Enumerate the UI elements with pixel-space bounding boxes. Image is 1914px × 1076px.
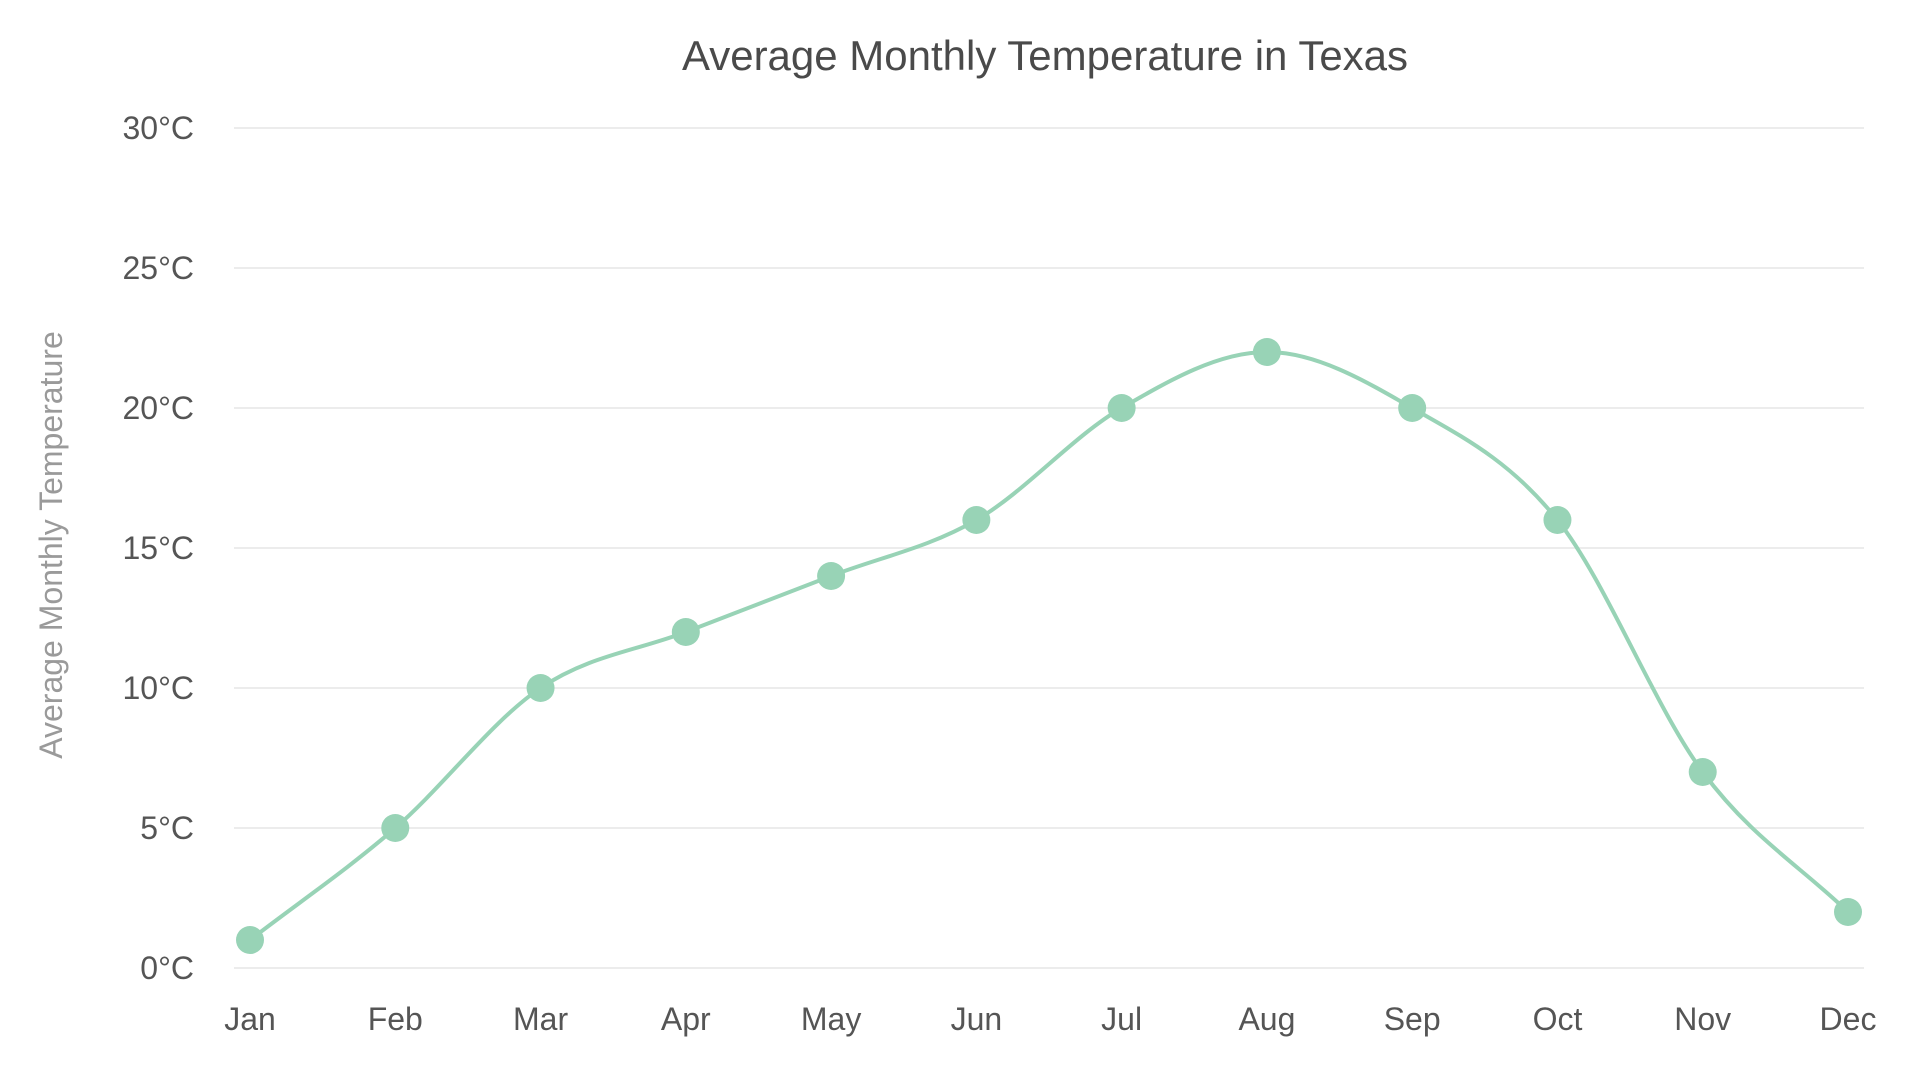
data-point-apr[interactable] bbox=[671, 618, 700, 646]
data-point-feb[interactable] bbox=[381, 814, 410, 842]
data-point-may[interactable] bbox=[817, 562, 846, 590]
x-axis-tick-labels: Jan Feb Mar Apr May Jun Jul Aug Sep Oct Nov Dec bbox=[224, 1001, 1876, 1037]
y-tick-label: 20°C bbox=[123, 390, 195, 426]
grid-lines bbox=[234, 127, 1864, 969]
y-axis-tick-labels: 0°C 5°C 10°C 15°C 20°C 25°C 30°C bbox=[123, 110, 195, 986]
x-tick-label: Dec bbox=[1820, 1001, 1877, 1037]
x-tick-label: Jun bbox=[951, 1001, 1003, 1037]
x-tick-label: Apr bbox=[661, 1001, 711, 1037]
x-tick-label: Feb bbox=[368, 1001, 423, 1037]
x-tick-label: Sep bbox=[1384, 1001, 1441, 1037]
x-tick-label: Jul bbox=[1101, 1001, 1142, 1037]
y-tick-label: 30°C bbox=[123, 110, 195, 146]
series-temperature bbox=[248, 350, 1850, 942]
x-tick-label: Oct bbox=[1533, 1001, 1583, 1037]
data-point-sep[interactable] bbox=[1398, 394, 1427, 422]
data-point-dec[interactable] bbox=[1834, 898, 1862, 926]
y-tick-label: 15°C bbox=[123, 530, 195, 566]
data-point-oct[interactable] bbox=[1543, 506, 1572, 534]
series-line bbox=[248, 350, 1850, 942]
data-points bbox=[236, 338, 1862, 954]
data-point-jul[interactable] bbox=[1107, 394, 1136, 422]
x-tick-label: Nov bbox=[1674, 1001, 1731, 1037]
data-point-jan[interactable] bbox=[236, 926, 264, 954]
y-axis-title: Average Monthly Temperature bbox=[33, 331, 69, 759]
data-point-jun[interactable] bbox=[962, 506, 991, 534]
y-tick-label: 10°C bbox=[123, 670, 195, 706]
y-tick-label: 5°C bbox=[140, 810, 194, 846]
data-point-nov[interactable] bbox=[1688, 758, 1717, 786]
chart-title: Average Monthly Temperature in Texas bbox=[682, 32, 1408, 79]
x-tick-label: Aug bbox=[1238, 1001, 1295, 1037]
data-point-mar[interactable] bbox=[526, 674, 555, 702]
x-tick-label: Jan bbox=[224, 1001, 276, 1037]
data-point-aug[interactable] bbox=[1252, 338, 1281, 366]
x-tick-label: Mar bbox=[513, 1001, 568, 1037]
x-tick-label: May bbox=[801, 1001, 861, 1037]
y-tick-label: 25°C bbox=[123, 250, 195, 286]
y-tick-label: 0°C bbox=[140, 950, 194, 986]
